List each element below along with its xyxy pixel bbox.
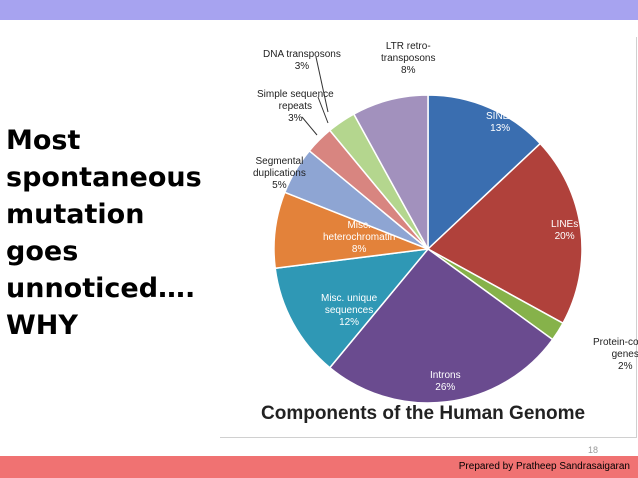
slide-number: 18 xyxy=(588,445,599,455)
leader-line xyxy=(315,56,329,113)
footer-credit: Prepared by Pratheep Sandrasaigaran xyxy=(458,461,630,472)
pie-slice xyxy=(328,247,554,404)
pie-svg xyxy=(273,56,583,404)
chart-title: Components of the Human Genome xyxy=(261,403,586,424)
headline-line: unnoticed…. xyxy=(6,273,196,304)
slide-headline: Most spontaneous mutation goes unnoticed… xyxy=(6,122,216,344)
pie-slice xyxy=(352,94,429,250)
bottom-accent-band xyxy=(0,456,638,478)
pie-slice xyxy=(427,94,542,251)
pie-slice-label: LTR retro-transposons 8% xyxy=(381,41,436,76)
pie-slice-label: Introns 26% xyxy=(430,370,461,393)
pie-slice-label: Simple sequence repeats 3% xyxy=(257,89,334,124)
pie-slice-label: SINEs 13% xyxy=(486,111,515,134)
headline-line: spontaneous xyxy=(6,162,202,193)
pie-slice-label: Segmental duplications 5% xyxy=(253,156,306,191)
pie-slice-label: Misc. heterochromatin 8% xyxy=(323,220,396,255)
pie-slice-label: LINEs 20% xyxy=(551,219,579,242)
top-accent-band xyxy=(0,0,638,20)
leader-line xyxy=(317,96,329,124)
pie-slice xyxy=(426,142,583,325)
headline-line: Most xyxy=(6,125,81,156)
headline-line: mutation xyxy=(6,199,145,230)
headline-line: WHY xyxy=(6,310,78,341)
leader-line xyxy=(301,116,318,136)
genome-pie-chart: Components of the Human Genome SINEs 13% L… xyxy=(220,37,638,438)
pie-slice xyxy=(274,248,430,369)
pie-slice-label: Misc. unique sequences 12% xyxy=(321,293,378,328)
pie-slice-label: DNA transposons 3% xyxy=(263,49,341,72)
headline-line: goes xyxy=(6,236,79,267)
pie-slice-label: Protein-codinggenes2% xyxy=(593,337,638,372)
